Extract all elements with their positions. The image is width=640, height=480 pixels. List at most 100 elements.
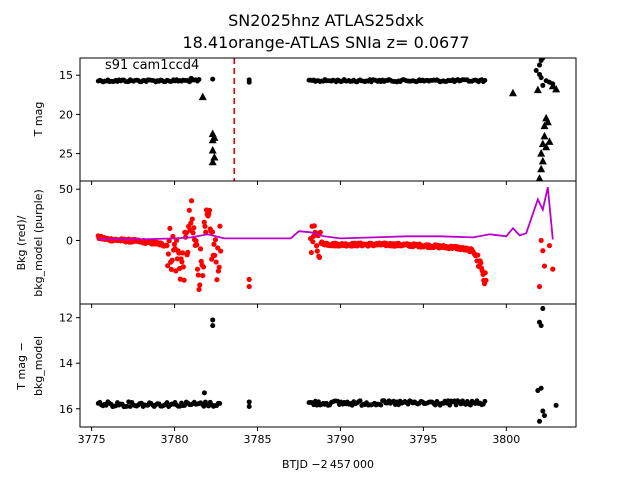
bottom-data-point: [553, 402, 559, 408]
top-upper-limit-marker: [543, 117, 552, 126]
background-point: [200, 264, 207, 270]
background-point: [196, 286, 202, 293]
x-axis-label: BTJD −2 457 000: [282, 458, 374, 471]
top-upper-limit-marker: [508, 88, 517, 97]
background-point: [191, 225, 197, 231]
background-point: [181, 277, 187, 283]
background-point: [188, 220, 194, 226]
top-data-point: [482, 77, 488, 83]
top-ylabel: T mag: [32, 102, 45, 138]
background-point: [194, 242, 200, 248]
top-data-point: [246, 79, 252, 85]
background-point: [313, 243, 320, 249]
bottom-axes-frame: [79, 303, 577, 428]
background-point: [179, 259, 185, 265]
top-upper-limit-marker: [535, 174, 544, 181]
background-point: [311, 223, 317, 229]
background-point: [216, 264, 222, 270]
bottom-ylabel-line2: bkg_model: [32, 336, 45, 396]
bottom-data-point: [378, 402, 384, 408]
bottom-data-point: [538, 385, 544, 391]
background-point: [200, 273, 206, 279]
bottom-data-point: [453, 402, 459, 408]
bottom-data-point: [210, 323, 216, 329]
top-data-point: [540, 58, 546, 61]
xtick-label: 3795: [409, 433, 437, 446]
middle-ylabel-line1: Bkg (red)/: [15, 215, 28, 270]
background-point: [212, 237, 219, 243]
xtick-label: 3775: [78, 433, 106, 446]
middle-ytick-label: 0: [66, 234, 73, 247]
background-point: [180, 264, 186, 270]
top-panel: 15 20 25: [59, 57, 577, 185]
middle-panel: 0 50: [59, 180, 577, 308]
background-point: [316, 254, 323, 260]
background-point: [215, 268, 222, 274]
background-point: [540, 248, 546, 254]
middle-plot-area: [95, 187, 556, 293]
background-point: [246, 276, 252, 282]
top-ytick-label: 20: [59, 108, 73, 121]
bottom-data-point: [540, 306, 546, 312]
xtick-label: 3780: [161, 433, 189, 446]
background-point: [308, 249, 314, 256]
top-upper-limit-marker: [542, 142, 551, 151]
background-point: [185, 249, 191, 255]
bottom-ytick-label: 16: [59, 403, 73, 416]
top-data-point: [196, 77, 202, 82]
middle-ytick-label: 50: [59, 183, 73, 196]
top-data-point: [538, 75, 544, 81]
background-point: [317, 229, 323, 235]
background-point: [246, 283, 252, 290]
background-point: [203, 229, 209, 235]
bottom-data-point: [357, 398, 363, 404]
background-point: [536, 283, 543, 290]
top-ytick-label: 25: [59, 148, 73, 161]
top-upper-limit-marker: [538, 156, 547, 165]
middle-ylabel-line2: bkg_model (purple): [32, 189, 45, 296]
background-point: [195, 272, 201, 278]
top-upper-limit-marker: [533, 85, 542, 94]
background-point: [202, 223, 208, 229]
bottom-data-point: [541, 413, 547, 419]
top-data-point: [533, 68, 539, 74]
xtick-label: 3785: [243, 433, 271, 446]
background-point: [190, 230, 196, 236]
top-data-point: [537, 62, 543, 68]
background-point: [197, 282, 203, 288]
background-point: [186, 207, 192, 213]
sector-camera-annotation: s91 cam1ccd4: [105, 58, 199, 73]
background-point: [206, 207, 213, 213]
background-point: [475, 252, 481, 258]
background-point: [218, 248, 224, 254]
top-data-point: [540, 82, 546, 88]
background-point: [188, 198, 195, 204]
background-point: [169, 257, 175, 263]
bottom-panel: 12 14 16 3775 3780 3785 3790 3795 3800: [59, 303, 577, 446]
bottom-ytick-label: 12: [59, 312, 73, 325]
top-upper-limit-marker: [210, 152, 219, 161]
top-upper-limit-marker: [540, 121, 549, 130]
figure-title-line1: SN2025hnz ATLAS25dxk: [228, 11, 424, 30]
top-upper-limit-marker: [545, 137, 554, 145]
bottom-data-point: [201, 390, 207, 396]
background-point: [165, 263, 171, 269]
background-point: [197, 246, 204, 252]
background-point: [550, 266, 556, 272]
background-point: [212, 252, 218, 258]
background-point: [173, 268, 179, 274]
background-point: [482, 270, 488, 276]
top-upper-limit-marker: [198, 92, 207, 101]
background-point: [217, 223, 223, 229]
background-point: [310, 239, 316, 245]
background-point: [180, 250, 186, 256]
top-data-point: [188, 75, 194, 81]
background-point: [209, 229, 216, 235]
bottom-data-point: [246, 404, 252, 409]
background-point: [546, 242, 553, 249]
background-point: [541, 263, 548, 269]
background-point: [213, 259, 219, 265]
top-upper-limit-marker: [210, 133, 219, 141]
background-point: [168, 266, 175, 272]
